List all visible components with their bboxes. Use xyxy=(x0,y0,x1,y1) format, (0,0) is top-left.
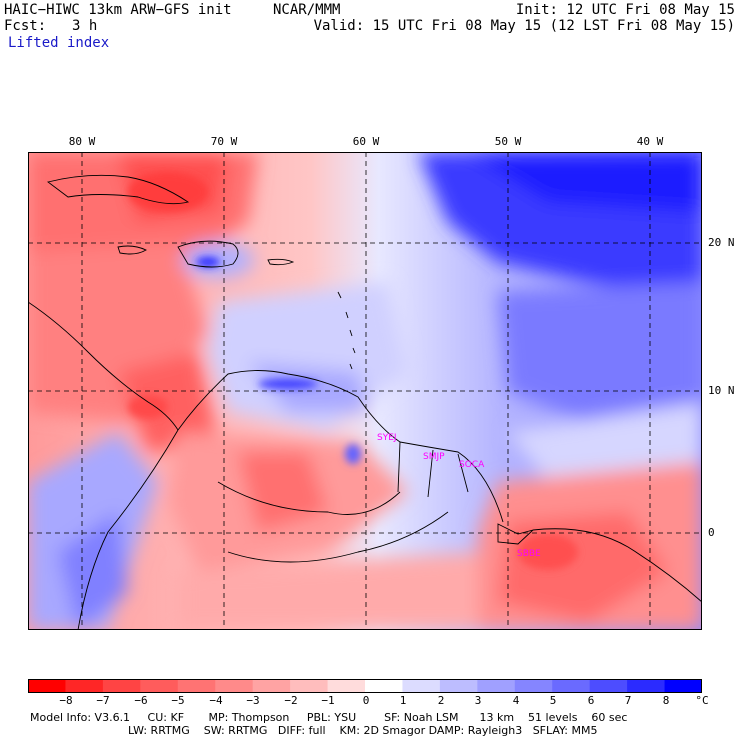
lon-label-40w: 40 W xyxy=(636,135,664,148)
colorbar-segment xyxy=(589,679,628,693)
colorbar-unit: °C xyxy=(695,694,709,707)
colorbar xyxy=(28,679,702,693)
colorbar-tick: 4 xyxy=(512,694,520,707)
colorbar-tick: −8 xyxy=(59,694,73,707)
lat-label-20n: 20 N xyxy=(708,236,735,249)
colorbar-tick: 5 xyxy=(549,694,557,707)
colorbar-segment xyxy=(552,679,591,693)
colorbar-tick: −4 xyxy=(209,694,223,707)
colorbar-segment xyxy=(477,679,516,693)
colorbar-tick: 2 xyxy=(437,694,445,707)
colorbar-segment xyxy=(252,679,291,693)
colorbar-tick: −5 xyxy=(171,694,185,707)
colorbar-segment xyxy=(327,679,366,693)
model-title: HAIC−HIWC 13km ARW−GFS init xyxy=(4,2,232,18)
model-info-line-1: Model Info: V3.6.1 CU: KF MP: Thompson P… xyxy=(30,711,628,724)
model-info-line-2: LW: RRTMG SW: RRTMG DIFF: full KM: 2D Sm… xyxy=(128,724,598,737)
colorbar-segment xyxy=(627,679,666,693)
colorbar-tick: 3 xyxy=(474,694,482,707)
colorbar-segment xyxy=(439,679,478,693)
colorbar-tick: 1 xyxy=(399,694,407,707)
colorbar-tick: −1 xyxy=(321,694,335,707)
lat-lon-grid xyxy=(28,152,702,630)
colorbar-tick: −6 xyxy=(134,694,148,707)
station-label-smjp: SMJP xyxy=(423,452,445,462)
colorbar-segment xyxy=(215,679,254,693)
init-time: Init: 12 UTC Fri 08 May 15 xyxy=(515,2,735,18)
lon-label-80w: 80 W xyxy=(68,135,96,148)
colorbar-tick: 0 xyxy=(362,694,370,707)
lifted-index-map xyxy=(28,152,702,630)
colorbar-outline xyxy=(28,679,702,693)
colorbar-segment xyxy=(65,679,104,693)
lat-label-10n: 10 N xyxy=(708,384,735,397)
forecast-label: Fcst: xyxy=(4,18,47,34)
colorbar-tick: −2 xyxy=(284,694,298,707)
colorbar-tick: 7 xyxy=(624,694,632,707)
lon-label-70w: 70 W xyxy=(210,135,238,148)
colorbar-segment xyxy=(177,679,216,693)
colorbar-tick: 6 xyxy=(587,694,595,707)
map-canvas xyxy=(28,152,702,630)
colorbar-segment xyxy=(290,679,329,693)
colorbar-segment xyxy=(402,679,441,693)
colorbar-tick: −3 xyxy=(246,694,260,707)
colorbar-segment xyxy=(514,679,553,693)
forecast-hour: 3 h xyxy=(72,18,98,34)
station-label-syej: SYEJ xyxy=(377,433,397,443)
field-name: Lifted index xyxy=(8,35,110,51)
valid-time: Valid: 15 UTC Fri 08 May 15 (12 LST Fri … xyxy=(313,18,735,34)
center-name: NCAR/MMM xyxy=(273,2,341,18)
colorbar-segment xyxy=(664,679,702,693)
lat-label-0: 0 xyxy=(708,526,715,539)
colorbar-segment xyxy=(28,679,66,693)
map-border xyxy=(28,152,702,630)
colorbar-tick: 8 xyxy=(662,694,670,707)
colorbar-segment xyxy=(102,679,141,693)
coastlines xyxy=(28,174,702,630)
station-label-sbbe: SBBE xyxy=(517,549,541,559)
station-label-soca: SOCA xyxy=(459,460,485,470)
colorbar-tick: −7 xyxy=(96,694,110,707)
lon-label-50w: 50 W xyxy=(494,135,522,148)
lon-label-60w: 60 W xyxy=(352,135,380,148)
colorbar-segment xyxy=(365,679,403,693)
colorbar-segment xyxy=(140,679,179,693)
